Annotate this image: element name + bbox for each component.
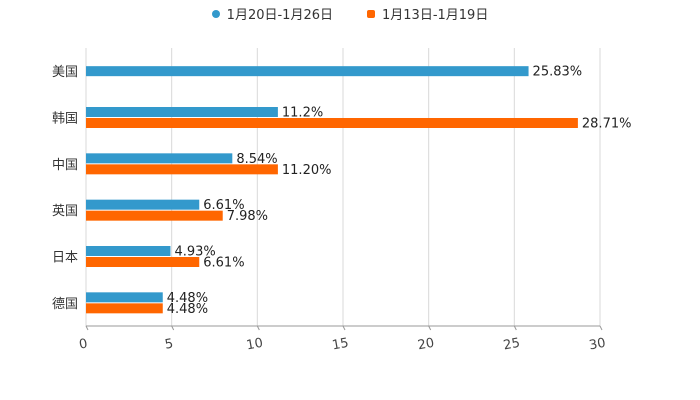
legend-swatch-series-1 (211, 9, 220, 18)
y-category-label: 德国 (52, 297, 78, 312)
legend-label-series-1: 1月20日-1月26日 (226, 8, 333, 23)
legend-swatch-series-2 (367, 9, 375, 18)
x-tick-label: 10 (245, 336, 264, 354)
x-tick-label: 25 (502, 336, 521, 354)
legend-item-series-1[interactable]: 1月20日-1月26日 (211, 4, 333, 23)
bar-1-4[interactable] (86, 246, 171, 256)
y-category-label: 韩国 (52, 112, 78, 127)
data-label: 11.20% (282, 163, 332, 178)
data-label: 11.2% (282, 106, 323, 121)
data-label: 7.98% (227, 209, 268, 224)
x-tick-label: 30 (588, 336, 607, 354)
data-label: 6.61% (203, 198, 244, 213)
bar-1-1[interactable] (86, 107, 278, 117)
x-tick-mark (599, 325, 603, 331)
data-label: 4.93% (174, 245, 215, 260)
legend-item-series-2[interactable]: 1月13日-1月19日 (367, 4, 488, 23)
data-labels: 25.83%11.2%28.71%8.54%11.20%6.61%7.98%4.… (167, 65, 632, 317)
x-tick-mark (85, 325, 89, 331)
data-label: 25.83% (533, 65, 583, 80)
legend: 1月20日-1月26日 1月13日-1月19日 (0, 4, 700, 23)
bar-1-5[interactable] (86, 292, 163, 303)
data-label: 4.48% (167, 302, 208, 317)
data-label: 6.61% (203, 256, 244, 271)
bar-2-3[interactable] (86, 210, 223, 221)
bars (86, 66, 578, 314)
x-tick-mark (428, 325, 432, 331)
x-tick-label: 20 (417, 336, 436, 354)
y-category-label: 美国 (52, 65, 78, 80)
y-category-label: 日本 (52, 251, 78, 266)
data-label: 4.48% (167, 291, 208, 306)
grid-lines (85, 48, 601, 326)
bar-1-3[interactable] (86, 199, 200, 210)
bar-1-0[interactable] (86, 66, 529, 77)
x-tick-label: 5 (164, 336, 175, 352)
legend-label-series-2: 1月13日-1月19日 (382, 8, 489, 23)
x-tick-mark (513, 325, 517, 331)
y-category-label: 中国 (52, 158, 78, 173)
bar-2-4[interactable] (86, 257, 200, 267)
y-category-label: 英国 (52, 204, 78, 219)
data-label: 28.71% (582, 117, 632, 132)
bar-2-1[interactable] (86, 118, 578, 128)
bar-2-2[interactable] (86, 164, 278, 175)
bar-1-2[interactable] (86, 153, 233, 164)
x-tick-mark (342, 325, 346, 331)
x-tick-mark (171, 325, 175, 331)
x-tick-label: 15 (331, 336, 350, 354)
bar-2-5[interactable] (86, 303, 163, 314)
x-tick-label: 0 (78, 336, 89, 352)
x-tick-mark (256, 325, 260, 331)
data-label: 8.54% (236, 152, 277, 167)
